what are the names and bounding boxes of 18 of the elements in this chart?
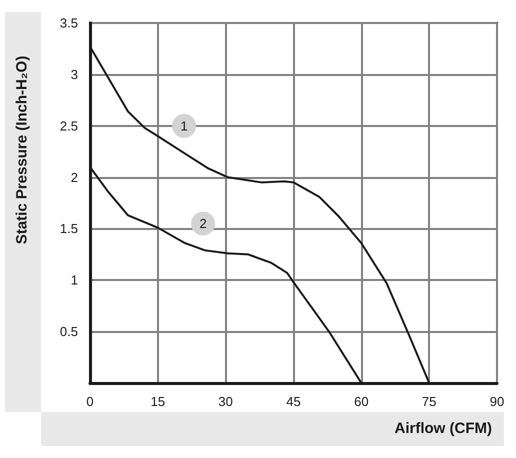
x-tick-label: 75	[422, 394, 436, 409]
annotation: 2	[199, 216, 207, 232]
y-tick-label: 1	[70, 272, 78, 288]
x-tick-label: 30	[218, 394, 233, 409]
annotation: 1	[180, 118, 188, 134]
x-tick-label: 60	[354, 394, 369, 409]
y-tick-label: 0.5	[60, 324, 78, 340]
y-tick-label: 1.5	[60, 221, 78, 236]
y-tick-label: 2	[70, 170, 78, 185]
y-tick-label: 3	[70, 66, 78, 82]
x-tick-label: 90	[490, 394, 504, 409]
y-tick-label: 3.5	[60, 16, 78, 30]
y-tick-label: 2.5	[60, 118, 78, 134]
x-tick-label: 15	[150, 394, 166, 409]
y-axis-title: Static Pressure (Inch-H₂O)	[14, 56, 30, 244]
x-tick-label: 45	[286, 394, 301, 409]
x-axis-title: Airflow (CFM)	[394, 420, 492, 437]
x-tick-label: 0	[86, 394, 94, 409]
